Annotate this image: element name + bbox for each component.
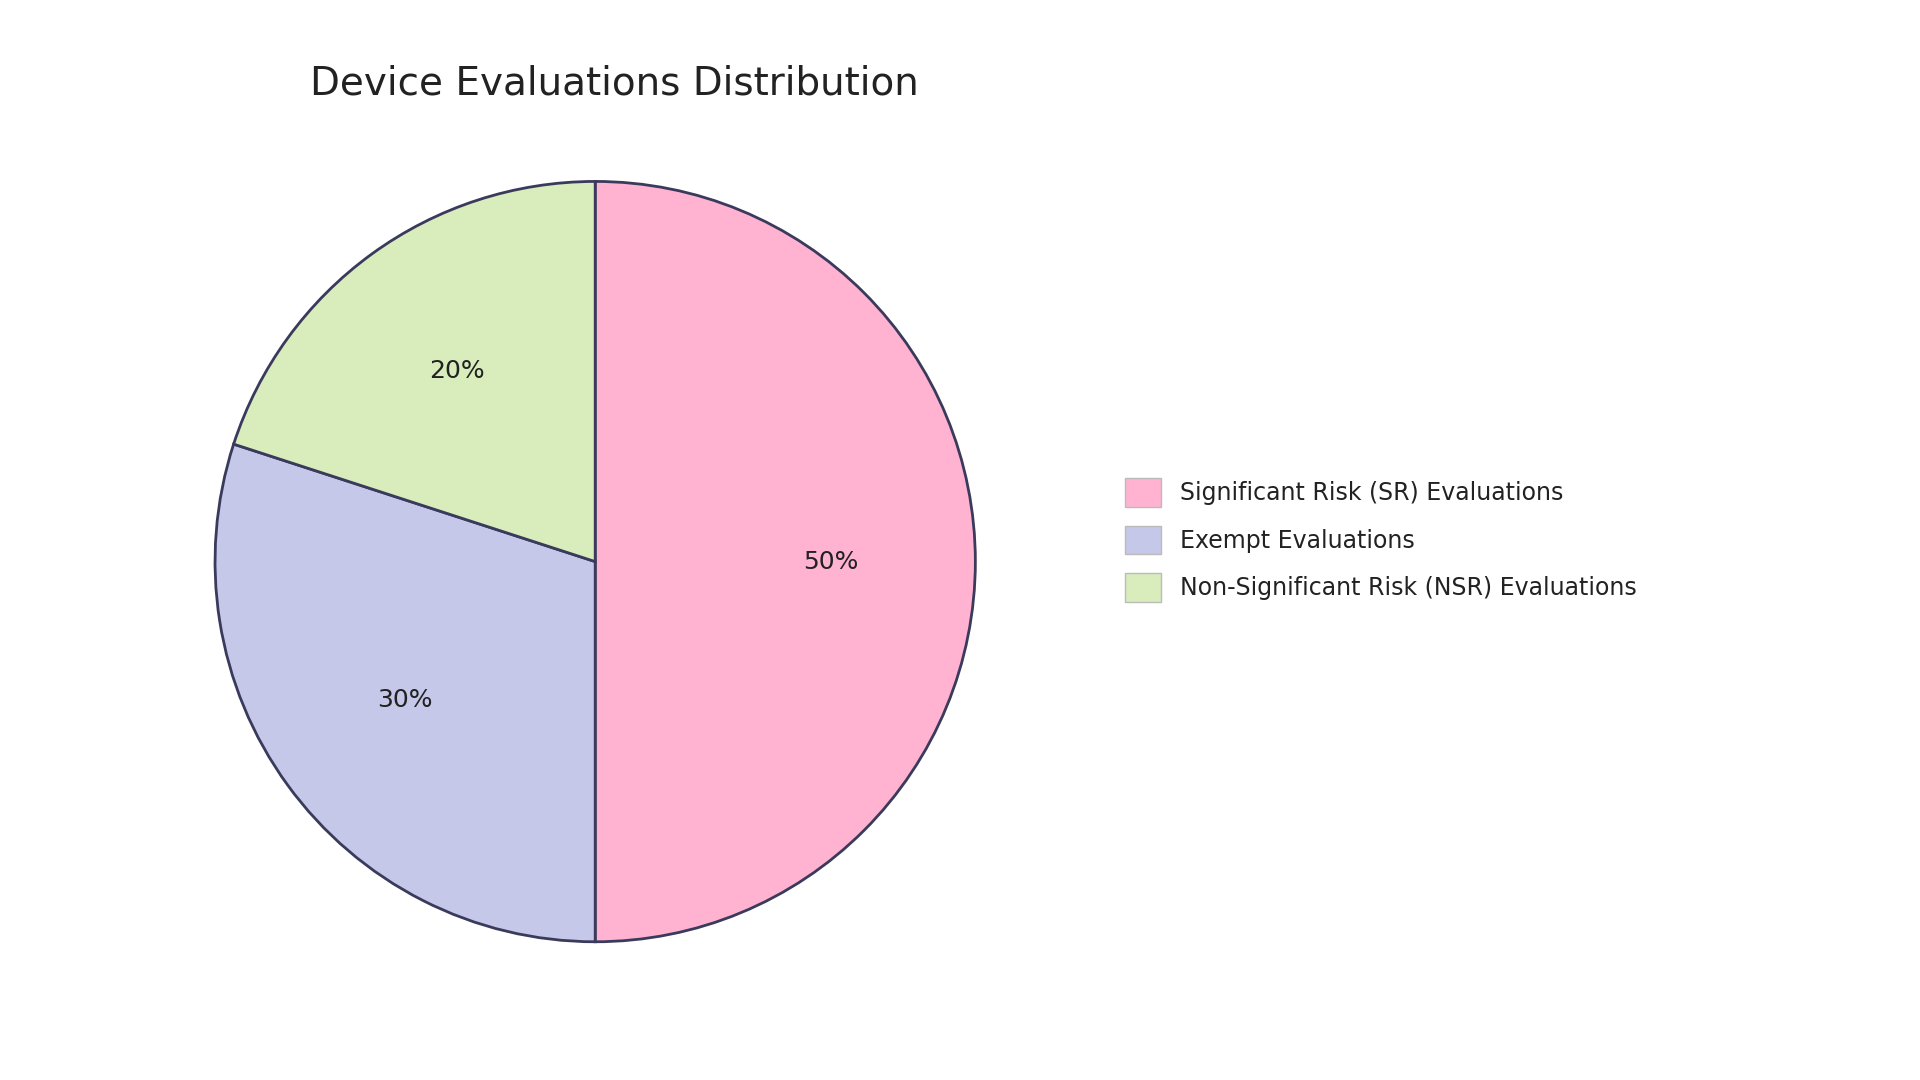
Text: 50%: 50%	[803, 550, 858, 573]
Text: 30%: 30%	[376, 688, 432, 712]
Wedge shape	[595, 181, 975, 942]
Wedge shape	[234, 181, 595, 562]
Wedge shape	[215, 444, 595, 942]
Text: 20%: 20%	[428, 359, 484, 383]
Legend: Significant Risk (SR) Evaluations, Exempt Evaluations, Non-Significant Risk (NSR: Significant Risk (SR) Evaluations, Exemp…	[1125, 478, 1636, 602]
Text: Device Evaluations Distribution: Device Evaluations Distribution	[309, 65, 920, 103]
